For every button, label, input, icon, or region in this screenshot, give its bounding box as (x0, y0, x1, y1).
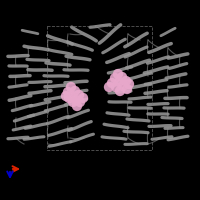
Point (110, 81, 114, 85)
Point (120, 75, 124, 79)
Point (114, 85, 118, 89)
Point (67, 96, 71, 100)
Point (70, 94, 74, 98)
Point (75, 104, 79, 108)
Point (71, 100, 75, 104)
Point (81, 96, 85, 100)
Point (78, 100, 82, 104)
Point (74, 98, 78, 102)
Point (113, 76, 117, 80)
Point (116, 72, 120, 76)
Point (64, 94, 68, 98)
Point (73, 89, 77, 93)
Point (77, 93, 81, 97)
Point (118, 89, 122, 93)
Point (107, 85, 111, 89)
Point (66, 90, 70, 94)
Point (69, 85, 73, 89)
Point (127, 82, 131, 86)
Point (117, 80, 121, 84)
Point (124, 79, 128, 83)
Point (121, 84, 125, 88)
Point (125, 87, 129, 91)
